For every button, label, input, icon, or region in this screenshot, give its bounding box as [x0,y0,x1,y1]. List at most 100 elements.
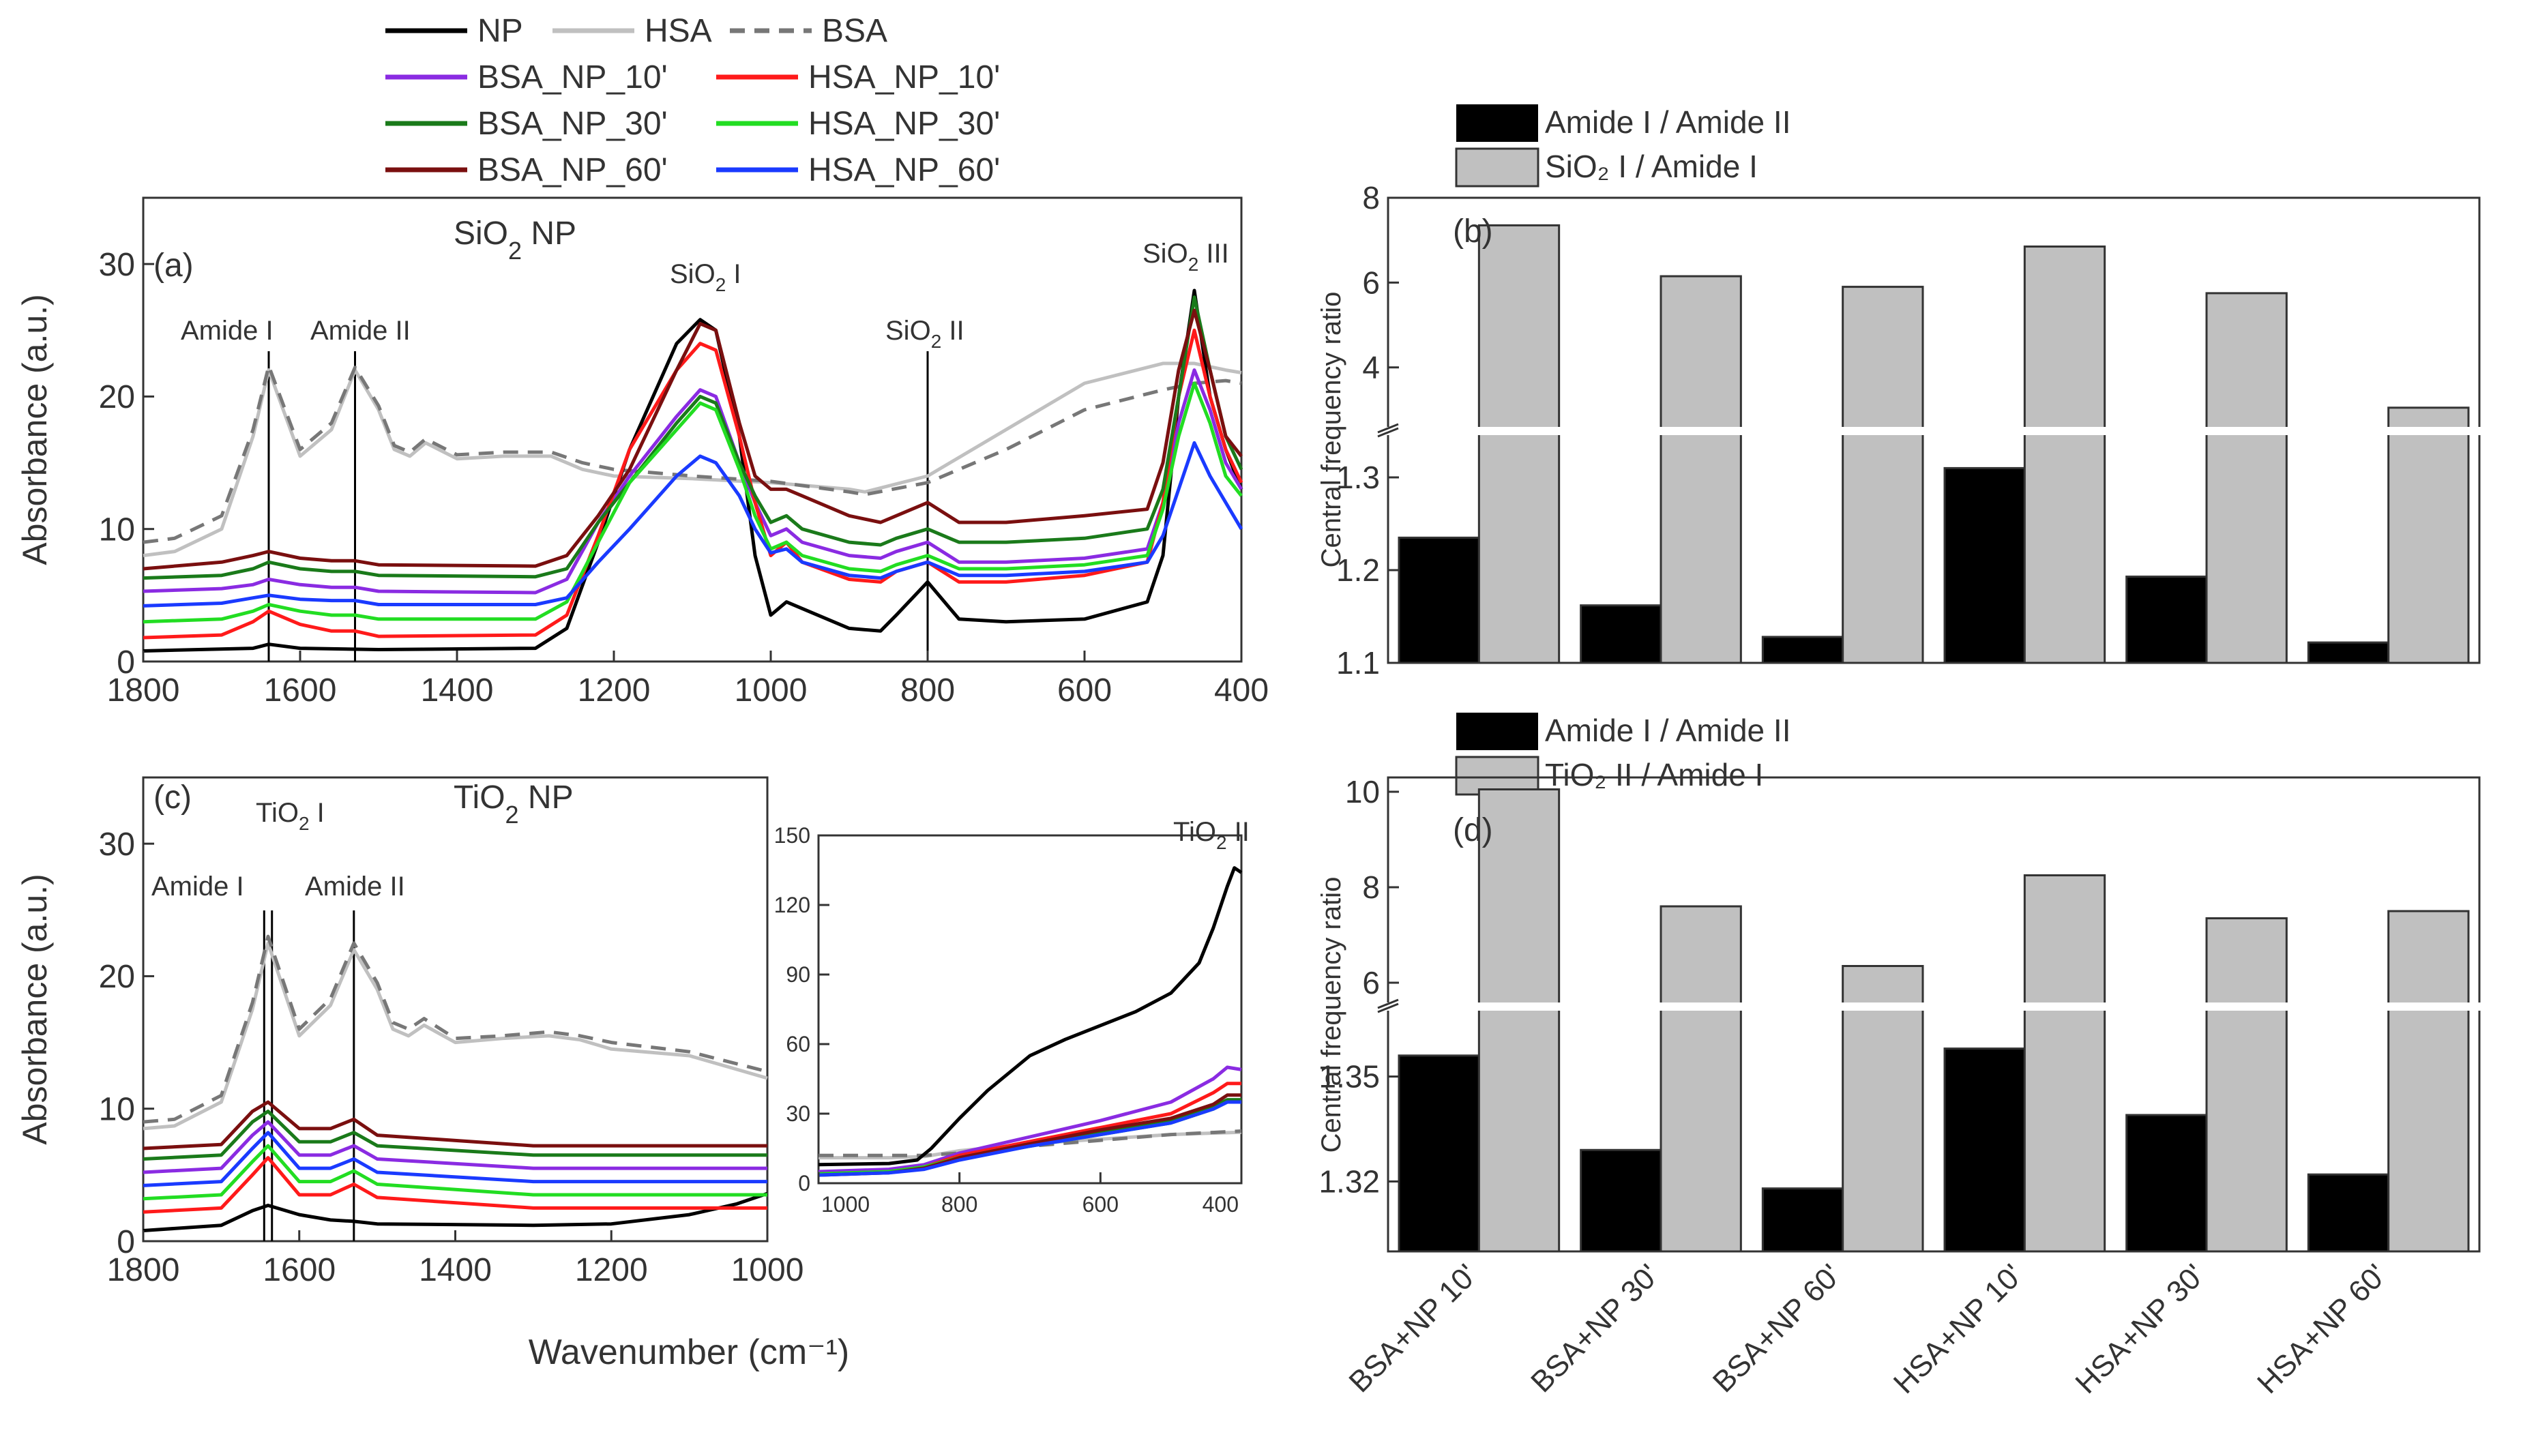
panel-c-title: TiO2 NP [454,779,574,829]
a-series-hsa [143,361,1242,558]
a-x-tick-label: 1400 [421,672,494,709]
c_inset-y-tick-label: 150 [774,823,810,848]
panel-c-title-sub: 2 [505,801,519,829]
legend-entry-bsa-np-10: BSA_NP_10' [385,59,668,95]
d-bar-amide-i-amide-ii-bsa-np-30 [1580,1148,1662,1253]
panel-d-break-tick-2 [1377,998,1399,1009]
panel-d-plot-area [1398,788,2470,1253]
c-x-tick-label: 1800 [107,1252,180,1288]
panel-a-x-ticks: 1800 1600 1400 1200 1000 800 600 400 [107,651,1269,709]
legend-label-bsa-np-10: BSA_NP_10' [477,59,668,95]
panel-a-title: SiO2 NP [454,216,576,265]
a-y-tick-label: 10 [99,512,135,548]
a-series-hsa-np-30 [143,381,1243,624]
legend-label-hsa-np-10: HSA_NP_10' [808,59,1000,95]
main-legend: NP HSA BSA BSA_NP_10' HSA_NP_10' BSA_NP_… [385,13,1000,188]
d-y-tick-label: 1.35 [1318,1059,1380,1095]
legend-swatch-sio2-ratio-b [1455,147,1539,188]
panel-a-y-ticks: 0 10 20 30 [99,247,154,681]
c-x-tick-label: 1600 [263,1252,336,1288]
a-x-tick-label: 800 [900,672,955,709]
category-label-bsa-np-60: BSA+NP 60' [1707,1258,1848,1399]
c-series-bsa [143,934,768,1124]
c_inset-x-tick-label: 1000 [821,1192,870,1217]
b-bar-sio-i-amide-i-bsa-np-60 [1842,286,1924,664]
panel-b-plot-area [1398,224,2470,664]
a-series-bsa-np-60 [143,308,1243,571]
panel-a-plot-area [143,288,1243,662]
c-series-hsa-np-60 [143,1131,767,1187]
c-y-tick-label: 0 [117,1224,135,1260]
a-series-bsa-np-30 [143,295,1243,580]
legend-label-bsa-np-60: BSA_NP_60' [477,152,668,188]
d-bar-tio-ii-amide-i-hsa-np-60 [2387,910,2470,1253]
panel-b-legend: Amide I / Amide II SiO₂ I / Amide I [1455,104,1790,188]
category-label-hsa-np-60: HSA+NP 60' [2251,1258,2393,1400]
panel-a-sio2-spectra: (a) SiO2 NP Amide I Amide II SiO2 I SiO2… [16,196,1269,709]
d-bar-amide-i-amide-ii-hsa-np-30 [2125,1114,2208,1253]
c_inset-x-tick-label: 600 [1082,1192,1119,1217]
a-y-tick-label: 30 [99,247,135,283]
panel-a-title-a: SiO [454,216,508,252]
annotation-amide-i-c: Amide I [151,872,244,902]
b-bar-amide-i-amide-ii-hsa-np-10 [1943,466,2026,664]
category-label-hsa-np-10: HSA+NP 10' [1887,1258,2030,1400]
legend-label-hsa-np-30: HSA_NP_30' [808,106,1000,142]
legend-label-amide-ratio-b: Amide I / Amide II [1545,104,1790,140]
x-axis-label: Wavenumber (cm⁻¹) [529,1333,849,1372]
a-series-hsa-np-10 [143,328,1243,640]
panel-d-axis-break [1381,1002,2486,1011]
legend-label-amide-ratio-d: Amide I / Amide II [1545,713,1790,748]
panel-d-label: (d) [1453,812,1493,848]
legend-entry-bsa: BSA [730,13,887,49]
d-bar-amide-i-amide-ii-hsa-np-60 [2307,1173,2390,1253]
b-y-tick-label: 8 [1362,180,1380,216]
c-series-bsa-np-60 [143,1100,767,1150]
d-bar-tio-ii-amide-i-hsa-np-10 [2023,874,2106,1253]
b-y-tick-label: 1.3 [1336,460,1380,495]
c_inset-y-tick-label: 60 [786,1032,810,1056]
panel-d-y-ticks: 1.32 1.35 6 8 10 [1318,774,1399,1199]
c_inset-series-bsa-np-10 [818,1065,1242,1174]
b-bar-sio-i-amide-i-hsa-np-10 [2023,246,2106,664]
a-x-tick-label: 1200 [578,672,651,709]
b-bar-sio-i-amide-i-bsa-np-30 [1660,275,1742,664]
panel-c-x-ticks: 1800 1600 1400 1200 1000 [107,1230,804,1288]
a-series-hsa-np-60 [143,441,1243,608]
annotation-tio2-i: TiO2 I [256,798,325,834]
legend-entry-bsa-np-30: BSA_NP_30' [385,106,668,142]
c-x-tick-label: 1000 [731,1252,804,1288]
c-y-tick-label: 30 [99,827,135,863]
svg-text:SiO2 NP: SiO2 NP [454,216,576,265]
d-y-tick-label: 6 [1362,965,1380,1000]
panel-a-label: (a) [153,248,194,284]
d-y-tick-label: 8 [1362,870,1380,905]
b-bar-amide-i-amide-ii-bsa-np-60 [1761,636,1844,664]
panel-b-y-ticks: 1.1 1.2 1.3 4 6 8 [1336,180,1399,681]
a-x-tick-label: 400 [1214,672,1269,709]
panel-b-break-tick-2 [1377,423,1399,434]
c-y-tick-label: 10 [99,1092,135,1128]
panel-d-frame [1387,776,2481,1253]
d-bar-amide-i-amide-ii-bsa-np-60 [1761,1187,1844,1253]
c-series-hsa [143,941,768,1131]
annotation-tio2-ii: TiO2 II [1173,817,1250,853]
inset-y-ticks: 0 30 60 90 120 150 [774,823,829,1195]
legend-label-sio2-ratio-b: SiO₂ I / Amide I [1545,149,1758,184]
panel-c-inset: TiO2 II 1000 800 600 400 0 30 60 90 120 150 [774,817,1250,1217]
legend-swatch-amide-ratio-b [1456,104,1538,142]
panel-a-title-b: NP [522,216,576,252]
category-label-hsa-np-30: HSA+NP 30' [2069,1258,2211,1400]
annotation-amide-i-a: Amide I [181,316,274,346]
b-bar-sio-i-amide-i-hsa-np-60 [2387,406,2470,664]
c_inset-series-np [818,866,1243,1167]
annotation-amide-ii-a: Amide II [310,316,411,346]
legend-label-bsa: BSA [822,13,887,49]
legend-entry-hsa-np-30: HSA_NP_30' [716,106,1000,142]
panel-a-title-sub: 2 [508,237,522,265]
panel-c-title-b: NP [519,779,574,816]
category-label-bsa-np-30: BSA+NP 30' [1524,1258,1666,1399]
d-bar-tio-ii-amide-i-bsa-np-60 [1842,965,1924,1253]
category-axis-labels: BSA+NP 10' BSA+NP 30' BSA+NP 60' HSA+NP 10'… [1342,1258,2393,1400]
b-bar-sio-i-amide-i-hsa-np-30 [2205,292,2288,664]
